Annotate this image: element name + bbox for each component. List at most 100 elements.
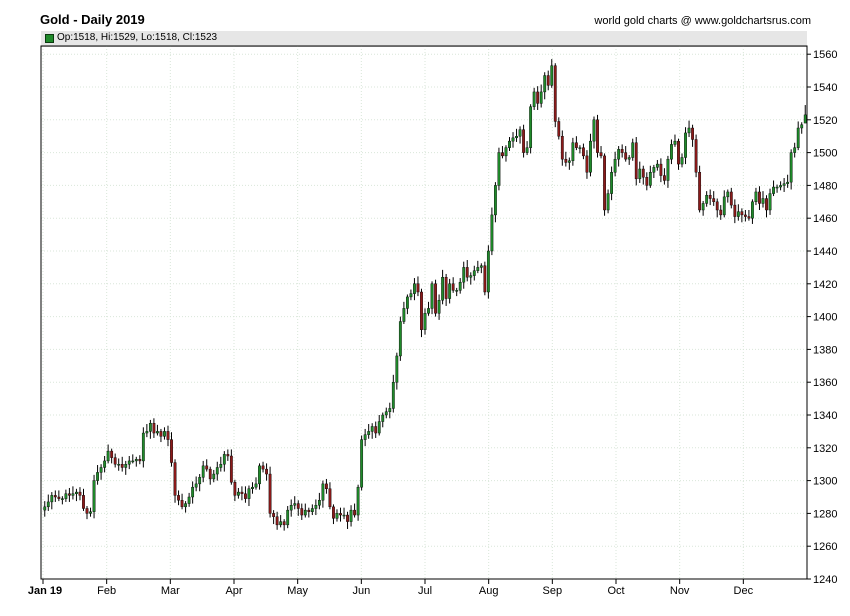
candle-body [187, 496, 191, 504]
candle-body [479, 265, 483, 268]
candle-body [680, 157, 684, 165]
candle-body [476, 267, 480, 271]
candle [120, 456, 124, 472]
candle-body [180, 500, 184, 508]
candle [751, 199, 754, 224]
candle [705, 191, 709, 207]
candle [722, 190, 726, 218]
candle-body [177, 495, 180, 501]
candle-body [120, 464, 124, 468]
candle-body [515, 135, 518, 139]
x-tick-label: Oct [607, 585, 624, 597]
y-tick-label: 1340 [813, 410, 837, 422]
candle-body [564, 158, 568, 163]
y-tick-label: 1520 [813, 115, 837, 127]
candle [620, 144, 624, 158]
candle [652, 164, 656, 179]
candle-body [110, 450, 114, 458]
candle-body [758, 191, 761, 204]
candle [655, 159, 659, 171]
candle-body [289, 505, 293, 511]
candle [152, 418, 156, 438]
candle [793, 142, 797, 158]
candle-body [293, 503, 297, 506]
candle-body [553, 65, 557, 122]
candle-body [279, 521, 283, 526]
candle [103, 456, 107, 473]
candle-body [156, 431, 159, 434]
candle [289, 499, 293, 517]
candle-body [462, 267, 466, 283]
candle-body [395, 355, 399, 383]
candle [448, 278, 452, 304]
candle-body [75, 491, 78, 494]
x-tick-label: Jul [418, 585, 432, 597]
candle [191, 481, 195, 504]
candle [613, 151, 617, 177]
candle [631, 138, 635, 161]
candle [627, 155, 631, 165]
candle-body [99, 467, 103, 473]
candle-body [377, 421, 381, 434]
candle [71, 486, 75, 500]
candle [367, 424, 371, 439]
candle [444, 273, 448, 306]
candle [244, 486, 247, 503]
candle [673, 134, 677, 147]
candle [677, 138, 680, 170]
candle-body [205, 465, 209, 470]
candle-body [328, 488, 332, 508]
candle-body [673, 140, 677, 145]
y-tick-label: 1380 [813, 344, 837, 356]
candle [427, 301, 430, 316]
candle-body [606, 193, 610, 211]
candle-body [772, 186, 775, 194]
candle [50, 492, 54, 510]
candle-body [219, 464, 223, 468]
candle-body [265, 468, 268, 475]
candle [286, 506, 290, 529]
candle [455, 287, 459, 297]
candle-body [152, 423, 156, 434]
candle [360, 435, 364, 491]
candle [265, 463, 268, 481]
candle-body [677, 140, 680, 165]
candle-body [307, 509, 311, 512]
candle-body [60, 498, 64, 500]
candle [483, 261, 487, 296]
candle [518, 126, 522, 144]
candle-body [715, 201, 719, 211]
plot-frame [40, 45, 808, 580]
candle [430, 281, 434, 315]
candle-body [282, 521, 286, 526]
x-tick-label: Nov [670, 585, 690, 597]
candle-body [71, 493, 75, 496]
candle [726, 189, 730, 203]
candle [240, 486, 244, 501]
candle [117, 458, 121, 471]
candle-body [106, 450, 110, 462]
candle [325, 478, 328, 494]
candle [789, 149, 793, 190]
candle [775, 184, 779, 193]
candle-body [508, 140, 511, 148]
candle [553, 63, 557, 128]
candle-body [490, 214, 494, 252]
candle [110, 448, 114, 464]
candle-body [173, 462, 177, 496]
candle-body [89, 511, 92, 514]
candle-body [57, 496, 61, 499]
candle [610, 166, 613, 201]
candle [719, 205, 723, 220]
candle-body [694, 139, 698, 173]
candle-body [560, 135, 564, 160]
candle [194, 476, 198, 492]
candle-body [698, 172, 702, 211]
candle-body [578, 147, 582, 149]
candle [163, 427, 166, 440]
candle-body [226, 454, 230, 457]
x-tick-label: Dec [734, 585, 754, 597]
candle [479, 263, 483, 274]
candle-body [483, 265, 487, 293]
candle-body [497, 152, 501, 186]
